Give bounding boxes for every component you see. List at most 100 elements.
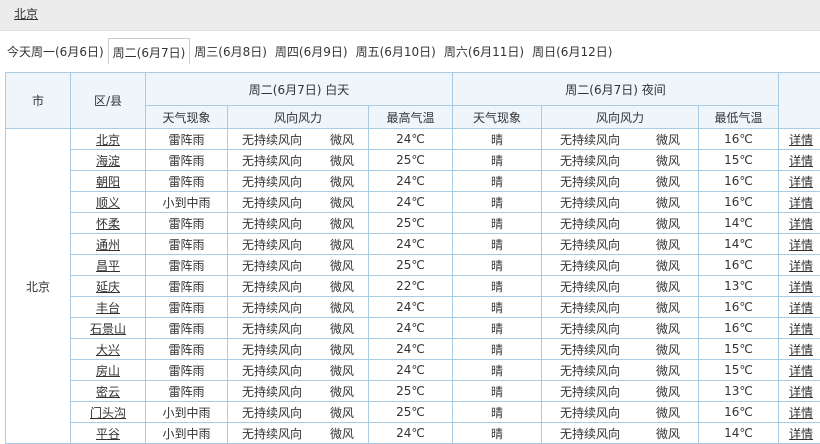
temp-cell: 24℃ <box>367 170 454 192</box>
wind: 无持续风向 微风 <box>229 404 368 421</box>
district-link[interactable]: 大兴 <box>95 342 120 357</box>
wind-cell: 无持续风向 微风 <box>541 191 700 213</box>
wind-force: 微风 <box>656 300 681 315</box>
weather-cell: 雷阵雨 <box>145 233 228 255</box>
district-link[interactable]: 海淀 <box>95 153 120 168</box>
wind-force: 微风 <box>656 153 681 168</box>
wind-force: 微风 <box>329 426 354 441</box>
wind-cell: 无持续风向 微风 <box>227 380 369 402</box>
wind-cell: 无持续风向 微风 <box>541 296 700 318</box>
detail-link[interactable]: 详情 <box>789 363 814 378</box>
wind-direction: 无持续风向 <box>560 237 621 252</box>
weather-cell: 雷阵雨 <box>145 317 228 339</box>
detail-link[interactable]: 详情 <box>789 237 814 252</box>
detail-link[interactable]: 详情 <box>789 132 814 147</box>
wind-direction: 无持续风向 <box>560 342 621 357</box>
tab[interactable]: 今天周一(6月6日) <box>7 45 104 59</box>
wind-force: 微风 <box>656 132 681 147</box>
wind-cell: 无持续风向 微风 <box>227 296 369 318</box>
district-link[interactable]: 延庆 <box>95 279 120 294</box>
temp-cell: 25℃ <box>367 380 454 402</box>
wind-force: 微风 <box>656 279 681 294</box>
wind-cell: 无持续风向 微风 <box>227 317 369 339</box>
detail-link[interactable]: 详情 <box>789 174 814 189</box>
tab[interactable]: 周日(6月12日) <box>532 45 613 59</box>
district-link[interactable]: 怀柔 <box>95 216 120 231</box>
tab[interactable]: 周五(6月10日) <box>355 45 436 59</box>
district-link[interactable]: 房山 <box>95 363 120 378</box>
wind-force: 微风 <box>656 321 681 336</box>
wind-force: 微风 <box>329 153 354 168</box>
wind: 无持续风向 微风 <box>229 257 368 274</box>
detail-link[interactable]: 详情 <box>789 195 814 210</box>
district-link[interactable]: 顺义 <box>95 195 120 210</box>
temp-cell: 16℃ <box>698 191 780 213</box>
tab[interactable]: 周四(6月9日) <box>274 45 348 59</box>
wind-direction: 无持续风向 <box>241 195 302 210</box>
temp-cell: 24℃ <box>367 422 454 444</box>
row: 昌平 雷阵雨 无持续风向 微风 25℃ 晴无持续风向 微风 16℃ 详情 <box>6 254 820 276</box>
district-link[interactable]: 密云 <box>95 384 120 399</box>
breadcrumb[interactable]: 北京 <box>14 7 39 21</box>
detail-cell: 详情 <box>778 191 820 213</box>
detail-link[interactable]: 详情 <box>789 342 814 357</box>
district-link[interactable]: 石景山 <box>89 321 126 336</box>
detail-link[interactable]: 详情 <box>789 258 814 273</box>
wind-direction: 无持续风向 <box>241 321 302 336</box>
row: 大兴 雷阵雨 无持续风向 微风 24℃ 晴无持续风向 微风 15℃ 详情 <box>6 338 820 360</box>
wind-cell: 无持续风向 微风 <box>541 233 700 255</box>
detail-cell: 详情 <box>778 401 820 423</box>
detail-cell: 详情 <box>778 233 820 255</box>
district-link[interactable]: 朝阳 <box>95 174 120 189</box>
wind-direction: 无持续风向 <box>560 426 621 441</box>
wind-cell: 无持续风向 微风 <box>541 212 700 234</box>
temp-cell: 16℃ <box>698 317 780 339</box>
tab[interactable]: 周六(6月11日) <box>443 45 525 59</box>
detail-link[interactable]: 详情 <box>789 153 814 168</box>
wind: 无持续风向 微风 <box>543 383 698 400</box>
district-link[interactable]: 昌平 <box>95 258 120 273</box>
tab[interactable]: 周三(6月8日) <box>194 45 267 59</box>
temp-cell: 25℃ <box>367 149 454 171</box>
wind: 无持续风向 微风 <box>229 131 368 148</box>
row: 房山 雷阵雨 无持续风向 微风 24℃ 晴无持续风向 微风 15℃ 详情 <box>6 359 820 381</box>
district-link[interactable]: 丰台 <box>95 300 120 315</box>
wind-force: 微风 <box>656 426 681 441</box>
temp-cell: 16℃ <box>698 128 780 150</box>
temp-cell: 15℃ <box>698 359 780 381</box>
temp-cell: 16℃ <box>698 296 780 318</box>
detail-link[interactable]: 详情 <box>789 216 814 231</box>
wind-direction: 无持续风向 <box>241 279 302 294</box>
tab[interactable]: 周二(6月7日) <box>107 38 191 64</box>
wind: 无持续风向 微风 <box>229 425 368 442</box>
wind-cell: 无持续风向 微风 <box>541 275 700 297</box>
row: 门头沟 小到中雨 无持续风向 微风 25℃ 晴无持续风向 微风 16℃ 详情 <box>6 401 820 423</box>
weather-cell: 晴 <box>452 191 543 213</box>
detail-cell: 详情 <box>778 275 820 297</box>
district-link[interactable]: 平谷 <box>95 426 120 441</box>
weather-cell: 晴 <box>452 401 543 423</box>
wind-direction: 无持续风向 <box>560 195 621 210</box>
header-cell: 周二(6月7日) 白天 <box>144 72 454 106</box>
district-link[interactable]: 北京 <box>95 132 120 147</box>
weather-cell: 雷阵雨 <box>145 380 228 402</box>
wind-cell: 无持续风向 微风 <box>541 128 700 150</box>
district-cell: 海淀 <box>70 149 146 171</box>
detail-link[interactable]: 详情 <box>789 321 814 336</box>
detail-link[interactable]: 详情 <box>789 279 814 294</box>
district-cell: 密云 <box>70 380 146 402</box>
wind-direction: 无持续风向 <box>560 258 621 273</box>
detail-link[interactable]: 详情 <box>789 426 814 441</box>
wind-cell: 无持续风向 微风 <box>541 422 700 444</box>
detail-link[interactable]: 详情 <box>789 300 814 315</box>
temp-cell: 13℃ <box>698 275 780 297</box>
wind-force: 微风 <box>656 363 681 378</box>
temp-cell: 15℃ <box>698 149 780 171</box>
district-link[interactable]: 通州 <box>95 237 120 252</box>
wind-cell: 无持续风向 微风 <box>227 170 369 192</box>
detail-link[interactable]: 详情 <box>789 405 814 420</box>
detail-link[interactable]: 详情 <box>789 384 814 399</box>
temp-cell: 25℃ <box>367 401 454 423</box>
district-link[interactable]: 门头沟 <box>89 405 126 420</box>
temp-cell: 25℃ <box>367 212 454 234</box>
